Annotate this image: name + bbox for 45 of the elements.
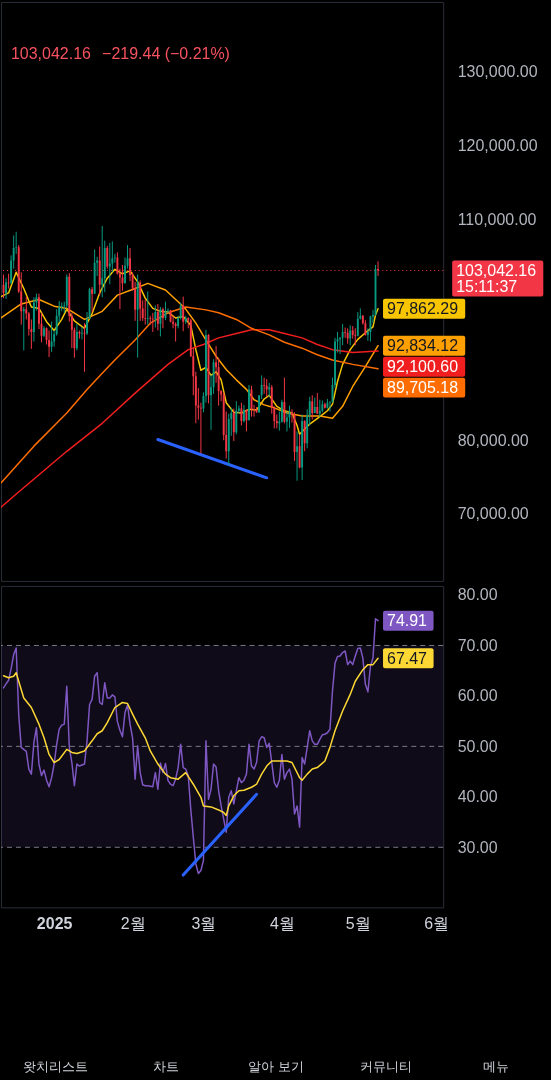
candlestick: [50, 321, 53, 353]
y-tick-label: 80.00: [457, 586, 498, 604]
y-tick-label: 70.00: [457, 636, 498, 654]
data-label: 89,705.18: [387, 379, 459, 397]
candlestick: [91, 286, 94, 313]
line-series: [2, 657, 379, 817]
text: 차트: [153, 1059, 179, 1075]
y-tick-label: 120,000.00: [457, 137, 538, 155]
x-tick-label: 3월: [191, 914, 217, 932]
candlestick: [377, 260, 379, 277]
text: 알아 보기: [248, 1059, 304, 1075]
data-label: 97,862.29: [387, 300, 459, 318]
x-tick-label: 2월: [120, 914, 146, 932]
y-tick-label: 80,000.00: [457, 431, 529, 449]
y-tick-label: 130,000.00: [457, 63, 538, 81]
line-series: [1, 329, 379, 509]
text: 103,042.16: [10, 44, 92, 62]
candlestick: [232, 408, 235, 442]
data-label: 67.47: [387, 649, 428, 667]
y-tick-label: 60.00: [457, 687, 498, 705]
data-label: 92,100.60: [387, 358, 459, 376]
x-tick-label: 6월: [424, 914, 450, 932]
y-tick-label: 50.00: [457, 737, 498, 755]
y-tick-label: 110,000.00: [457, 210, 537, 228]
candlestick: [303, 419, 306, 452]
y-tick-label: 70,000.00: [457, 505, 529, 523]
y-tick-label: 40.00: [457, 788, 498, 806]
candlestick: [43, 325, 45, 338]
data-label: 74.91: [387, 612, 428, 630]
text: 왓치리스트: [23, 1059, 89, 1075]
candlestick: [159, 306, 162, 337]
y-tick-label: 30.00: [457, 838, 498, 856]
data-label: 92,834.12: [387, 337, 459, 355]
candlestick: [235, 400, 238, 435]
text: 메뉴: [483, 1059, 509, 1075]
text: 커뮤니티: [360, 1059, 412, 1075]
candlestick: [162, 307, 164, 329]
x-tick-label: 5월: [345, 914, 371, 932]
line-series: [1, 306, 379, 484]
ref-line-label: 103,042.16 15:11:37: [456, 262, 537, 295]
text: −219.44 (−0.21%): [102, 44, 230, 62]
x-tick-label: 2025: [36, 914, 73, 932]
x-tick-label: 4월: [269, 914, 295, 932]
line-series: [2, 617, 379, 875]
candlestick: [22, 306, 25, 351]
